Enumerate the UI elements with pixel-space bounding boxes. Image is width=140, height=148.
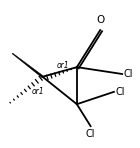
Text: Cl: Cl <box>123 69 133 79</box>
Text: or1: or1 <box>56 61 69 70</box>
Text: Cl: Cl <box>115 87 125 97</box>
Text: Cl: Cl <box>86 129 95 139</box>
Text: or1: or1 <box>32 87 44 96</box>
Polygon shape <box>12 53 43 78</box>
Text: O: O <box>96 15 104 25</box>
